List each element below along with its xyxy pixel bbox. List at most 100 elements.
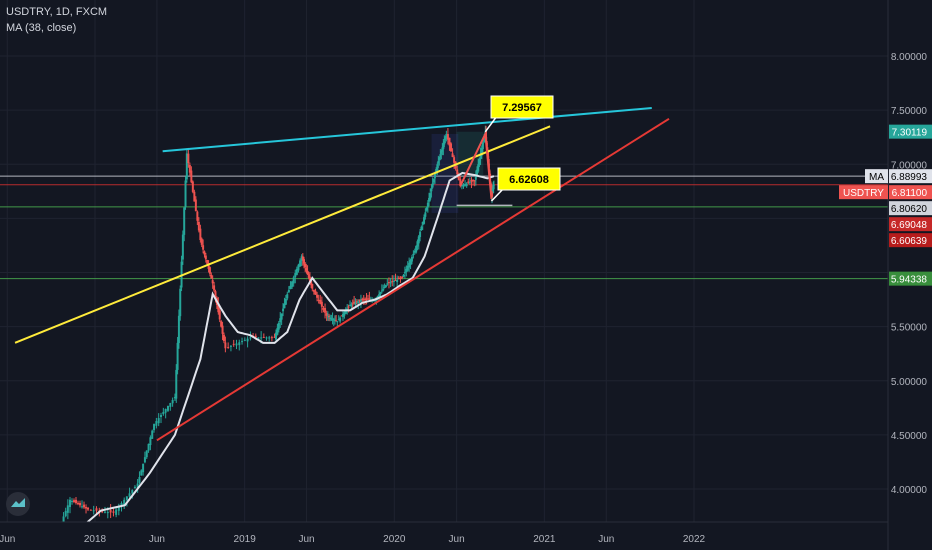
y-tick-label: 7.00000: [891, 160, 928, 171]
candle-body: [472, 179, 475, 182]
price-tag: 6.80620: [889, 201, 932, 216]
candle-body: [70, 500, 73, 502]
candle-body: [311, 284, 314, 289]
candle-body: [92, 510, 95, 512]
candle-body: [328, 316, 331, 318]
candle-body: [200, 238, 203, 245]
candle-body: [123, 499, 126, 506]
price-tag-bg: [889, 124, 932, 139]
candle-body: [389, 282, 392, 284]
x-tick-label: 2019: [234, 534, 257, 545]
price-tag-value: 6.88993: [891, 172, 928, 183]
candle-body: [412, 253, 415, 256]
candle-body: [417, 236, 420, 244]
candle-body: [117, 506, 120, 511]
candle-body: [332, 319, 335, 321]
candle-body: [477, 164, 480, 172]
candle-body: [415, 246, 418, 253]
candle-body: [419, 231, 422, 238]
candle-body: [437, 160, 440, 164]
price-tag-value: 6.81100: [892, 188, 928, 199]
candle-body: [403, 271, 406, 274]
candle-body: [333, 320, 336, 322]
candle-body: [125, 496, 128, 501]
y-tick-label: 5.00000: [891, 377, 928, 388]
callout-label: 7.29567: [502, 102, 542, 114]
candle-body: [95, 508, 98, 511]
candle-body: [426, 202, 429, 208]
candle-body: [232, 343, 235, 345]
ma-line: [86, 171, 495, 522]
candle-body: [314, 290, 317, 295]
x-tick-label: 2020: [383, 534, 406, 545]
candle-body: [140, 470, 143, 476]
candle-body: [89, 509, 92, 511]
x-tick-label: Jun: [449, 534, 465, 545]
callout[interactable]: 7.29567: [484, 95, 554, 133]
candle-body: [274, 332, 277, 340]
candle-body: [227, 347, 230, 349]
price-tag-value: 6.60639: [891, 236, 928, 247]
time-axis[interactable]: Jun 2018 Jun 2019 Jun 2020 Jun 2021 Jun 2022: [0, 521, 888, 545]
candle-body: [284, 298, 287, 305]
yellow-trendline[interactable]: [14, 125, 551, 344]
candle-body: [330, 318, 333, 320]
price-tag-bg: [889, 169, 932, 184]
candle-body: [262, 336, 265, 338]
candle-body: [317, 299, 320, 301]
candle-body: [331, 318, 334, 321]
candle-body: [187, 153, 190, 164]
candle-body: [287, 289, 290, 293]
candle-body: [194, 199, 197, 212]
price-axis[interactable]: 4.00000 4.50000 5.00000 5.50000 7.00000 7.500…: [839, 0, 932, 550]
candle-body: [197, 221, 200, 231]
red-trendline[interactable]: [156, 117, 670, 442]
y-tick-label: 5.50000: [891, 323, 928, 334]
candle-body: [456, 169, 459, 175]
candle-body: [289, 285, 292, 290]
candle-body: [405, 268, 408, 273]
candle-body: [451, 153, 454, 158]
candle-body: [441, 147, 444, 152]
candle-body: [326, 316, 329, 318]
candle-body: [202, 245, 205, 250]
callout[interactable]: 6.62608: [490, 167, 561, 202]
candle-body: [211, 280, 214, 284]
candle-body: [421, 221, 424, 225]
candle-body: [138, 476, 141, 483]
drawn-path[interactable]: [459, 130, 493, 199]
candle-body: [193, 191, 196, 202]
candle-body: [190, 170, 193, 183]
candle-body: [368, 298, 371, 300]
price-tag-label: MA: [869, 172, 884, 183]
candle-body: [286, 294, 289, 299]
candle-body: [468, 182, 471, 184]
tradingview-icon[interactable]: [6, 492, 30, 516]
candle-body: [460, 185, 463, 187]
candle-body: [380, 290, 383, 292]
candle-body: [270, 337, 273, 339]
candle-body: [492, 184, 495, 186]
candle-body: [305, 268, 308, 271]
price-tag-bg: [889, 217, 932, 232]
candle-body: [329, 317, 332, 319]
candle-body: [160, 415, 163, 418]
cyan-trendline[interactable]: [162, 106, 652, 153]
candle-body: [265, 337, 268, 339]
candle-body: [438, 157, 441, 161]
candle-body: [304, 263, 307, 268]
symbol-label: USDTRY, 1D, FXCM: [6, 6, 108, 18]
candle-body: [365, 298, 368, 300]
candle-body: [191, 181, 194, 192]
x-tick-label: Jun: [149, 534, 165, 545]
candle-body: [184, 180, 187, 208]
candle-body: [85, 506, 88, 509]
candle-body: [292, 277, 295, 284]
price-tag-bg: [889, 201, 932, 216]
price-tag-bg: [889, 185, 932, 200]
candle-body: [303, 259, 306, 264]
candle-body: [131, 490, 134, 494]
candle-body: [413, 250, 416, 253]
candle-body: [383, 286, 386, 288]
